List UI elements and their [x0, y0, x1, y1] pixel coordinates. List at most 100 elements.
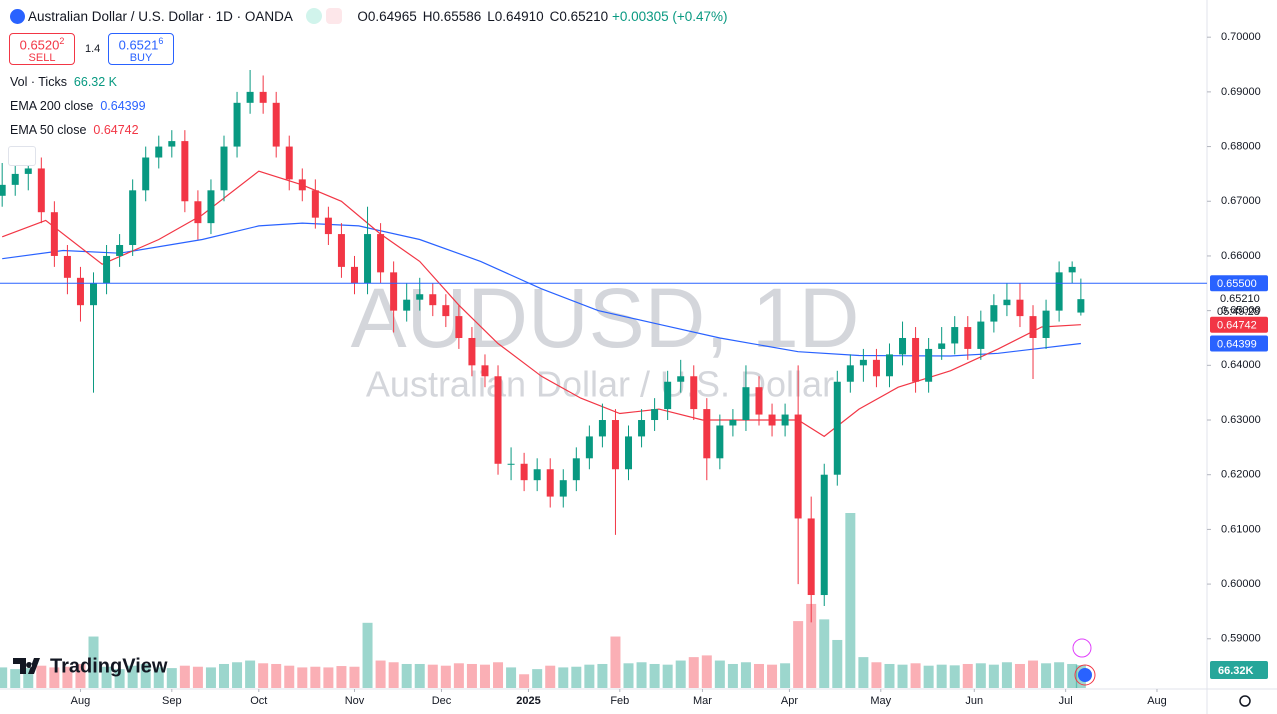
volume-bar: [310, 666, 321, 688]
ohlc-label: L: [487, 9, 495, 24]
volume-bar: [688, 657, 699, 688]
volume-bar: [323, 667, 334, 688]
sell-label: SELL: [28, 52, 56, 65]
candle-body: [298, 179, 306, 191]
volume-bar: [988, 664, 999, 688]
ohlc-item: C0.65210: [550, 9, 609, 24]
volume-bar: [362, 622, 373, 688]
candle-body: [794, 414, 802, 519]
ohlc-label: H: [422, 9, 433, 24]
x-tick-label: Jun: [965, 695, 983, 707]
ohlc-value: 0.64910: [494, 9, 544, 24]
sell-price: 0.6520: [19, 37, 60, 53]
alert-icon[interactable]: [1072, 638, 1092, 658]
legend-volume[interactable]: Vol · Ticks 66.32 K: [10, 75, 117, 89]
x-tick-label: Oct: [250, 695, 267, 707]
volume-bar: [1041, 663, 1052, 688]
volume-bar: [88, 636, 99, 688]
candle-body: [207, 190, 215, 224]
ohlc-value: 0.65586: [432, 9, 482, 24]
sell-button[interactable]: 0.65202 SELL: [9, 33, 75, 65]
volume-bar: [949, 665, 960, 688]
y-tick-label: 0.65000: [1221, 305, 1261, 317]
countdown: 05:49:28: [1217, 306, 1260, 318]
ohlc-value: 0.64965: [367, 9, 417, 24]
status-dot[interactable]: [305, 8, 322, 24]
volume-bar: [701, 655, 712, 688]
volume-bar: [192, 666, 203, 688]
volume-bar: [166, 668, 177, 688]
candle-body: [925, 348, 933, 382]
volume-bar: [1054, 662, 1065, 688]
candle-body: [820, 474, 828, 596]
candle-body: [63, 255, 71, 278]
volume-bar: [819, 619, 830, 688]
volume-bar: [597, 663, 608, 688]
legend-ema50[interactable]: EMA 50 close 0.64742: [10, 123, 139, 137]
candle-body: [611, 420, 619, 470]
x-tick-label: Feb: [610, 695, 629, 707]
x-tick-label: Mar: [693, 695, 712, 707]
candle-body: [194, 201, 202, 224]
ema-tag: 0.64399: [1217, 338, 1257, 350]
candle-body: [494, 376, 502, 464]
legend-value: 66.32 K: [73, 75, 118, 89]
volume-bar: [440, 665, 451, 688]
ohlc-value: 0.65210: [559, 9, 609, 24]
volume-bar: [153, 667, 164, 688]
volume-bar: [871, 662, 882, 688]
volume-bar: [245, 660, 256, 688]
candle-body: [520, 463, 528, 481]
axes: 0.59000 0.60000 0.61000 0.62000 0.63000 0.640…: [0, 31, 1268, 707]
candle-body: [664, 381, 672, 410]
candle-body: [899, 337, 907, 355]
volume-bar: [401, 663, 412, 688]
candle-body: [364, 234, 372, 284]
candle-body: [742, 387, 750, 421]
legend-ema200[interactable]: EMA 200 close 0.64399: [10, 99, 146, 113]
candle-body: [350, 266, 358, 284]
candle-body: [951, 327, 959, 344]
settings-icon[interactable]: [1239, 695, 1251, 707]
candle-body: [716, 425, 724, 459]
candle-body: [690, 376, 698, 410]
volume-bar: [845, 513, 856, 688]
candle-body: [781, 414, 789, 426]
buy-pip: 6: [158, 36, 164, 46]
candle-body: [768, 414, 776, 426]
candle-body: [377, 234, 385, 273]
price-level-tag: 0.65500: [1217, 278, 1257, 290]
candle-body: [468, 337, 476, 366]
symbol-title[interactable]: Australian Dollar / U.S. Dollar · 1D · O…: [28, 9, 293, 24]
volume-bar: [884, 663, 895, 688]
candle-body: [390, 272, 398, 311]
volume-bar: [49, 667, 60, 688]
buy-button[interactable]: 0.65216 BUY: [108, 33, 174, 65]
candle-body: [129, 190, 137, 246]
ohlc-label: C: [549, 9, 560, 24]
candle-body: [729, 420, 737, 426]
candle-body: [1042, 310, 1050, 338]
volume-bar: [753, 663, 764, 688]
flag-icon[interactable]: [1074, 664, 1096, 686]
symbol-header: Australian Dollar / U.S. Dollar · 1D · O…: [10, 8, 728, 24]
price-level-tag-box: [1210, 275, 1268, 292]
candle-body: [220, 146, 228, 191]
y-tick-label: 0.59000: [1221, 633, 1261, 645]
volume-bar: [271, 663, 282, 688]
volume-tag: 66.32K: [1218, 665, 1254, 677]
collapse-legend[interactable]: [8, 146, 36, 166]
volume-bar: [466, 663, 477, 688]
volume-bar: [427, 664, 438, 688]
volume-bar: [858, 657, 869, 688]
candle-body: [272, 102, 280, 147]
status-wave[interactable]: [325, 8, 342, 24]
candle-body: [677, 376, 685, 382]
volume-bar: [662, 664, 673, 688]
candle-body: [859, 359, 867, 366]
volume-bar: [479, 664, 490, 688]
volume-bar: [780, 663, 791, 688]
candle-body: [455, 316, 463, 338]
candle-body: [703, 409, 711, 459]
candle-body: [938, 343, 946, 349]
